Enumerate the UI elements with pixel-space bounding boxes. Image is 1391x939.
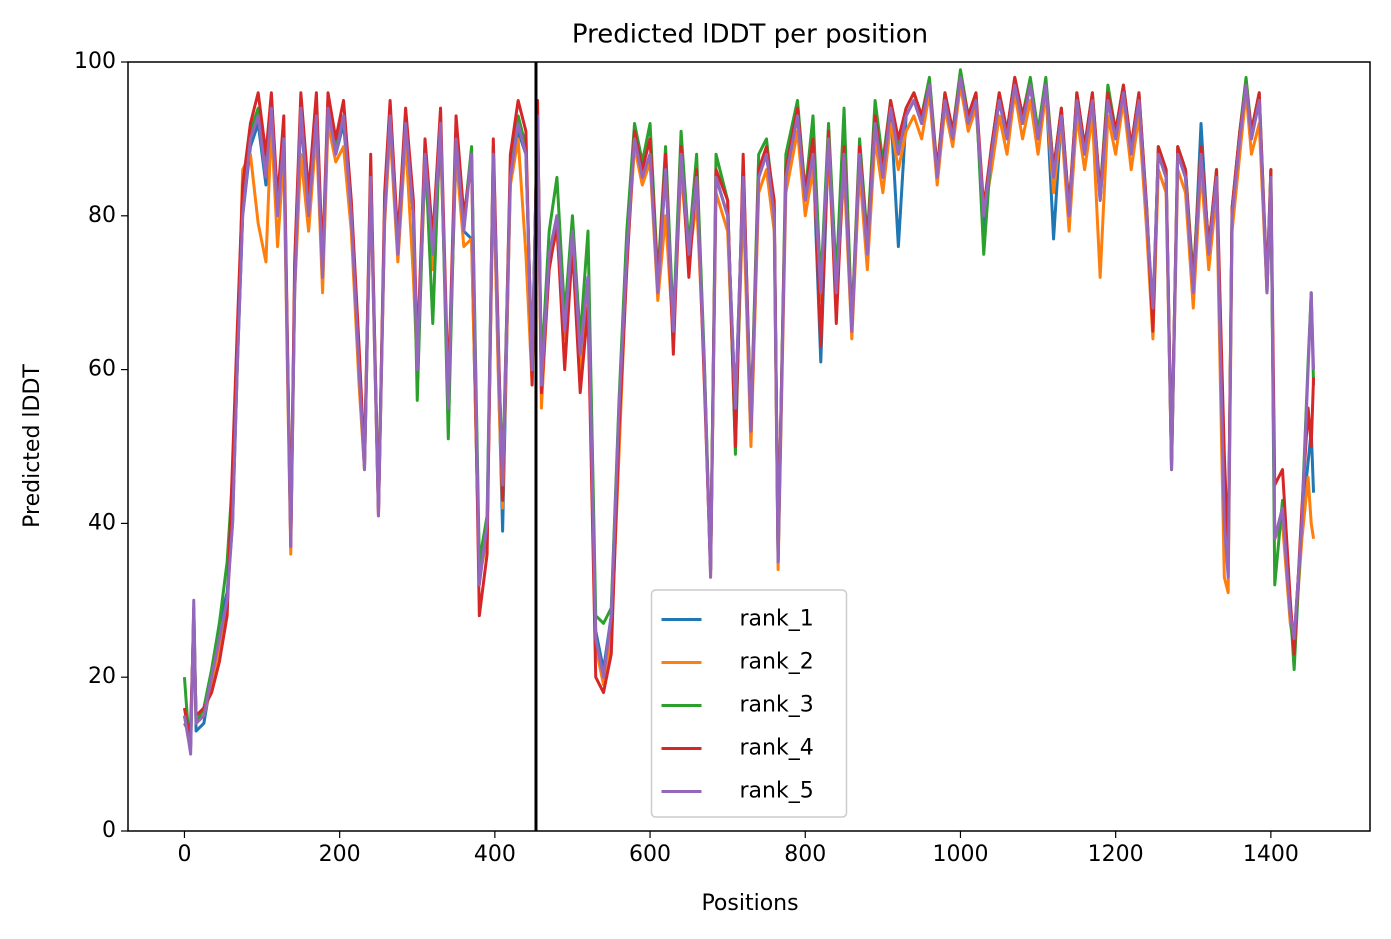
legend-box: [650, 589, 848, 818]
y-tick-label: 100: [74, 49, 116, 74]
x-tick-label: 600: [629, 842, 671, 867]
legend-label: rank_3: [740, 693, 814, 718]
y-axis-label: Predicted lDDT: [20, 364, 45, 528]
x-tick-label: 200: [319, 842, 361, 867]
x-tick-label: 1000: [932, 842, 988, 867]
x-tick-label: 800: [784, 842, 826, 867]
x-tick-label: 0: [177, 842, 191, 867]
y-tick-label: 80: [88, 203, 116, 228]
chart-title: Predicted lDDT per position: [572, 20, 928, 50]
legend-label: rank_2: [740, 650, 814, 675]
x-tick-label: 400: [474, 842, 516, 867]
y-tick-label: 60: [88, 357, 116, 382]
axes-frame: [127, 61, 1371, 832]
legend-label: rank_5: [740, 779, 814, 804]
x-axis-label: Positions: [701, 891, 798, 916]
series-line: [182, 75, 1316, 756]
y-tick-label: 40: [88, 510, 116, 535]
legend-label: rank_4: [740, 736, 814, 761]
x-tick-label: 1200: [1088, 842, 1144, 867]
y-tick-label: 20: [88, 664, 116, 689]
plot-area: [182, 68, 1316, 756]
x-tick-label: 1400: [1243, 842, 1299, 867]
y-tick-label: 0: [102, 818, 116, 843]
legend-label: rank_1: [740, 607, 814, 632]
